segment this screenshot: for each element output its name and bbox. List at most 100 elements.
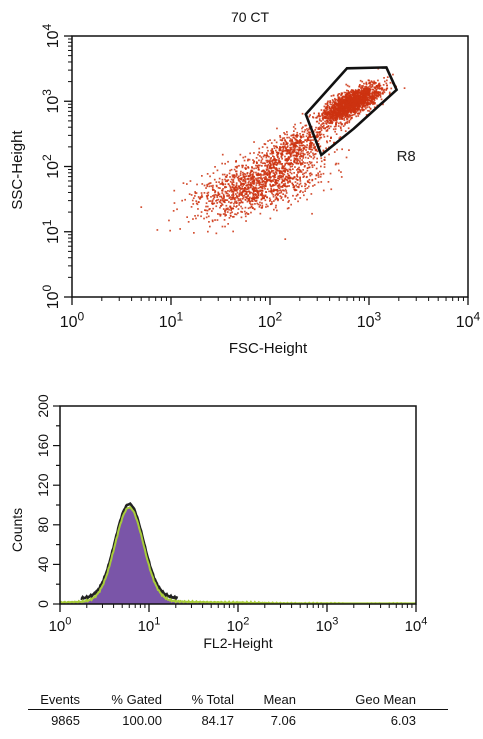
event-dot: [318, 118, 321, 120]
event-dot: [370, 102, 373, 104]
event-dot: [253, 208, 256, 211]
event-dot: [331, 116, 333, 119]
event-dot: [337, 114, 339, 116]
event-dot: [271, 169, 273, 172]
event-dot: [275, 196, 278, 199]
event-dot: [228, 201, 230, 203]
event-dot: [337, 102, 339, 105]
event-dot: [236, 187, 238, 189]
event-dot: [278, 161, 281, 164]
event-dot: [281, 167, 283, 170]
event-dot: [258, 151, 260, 154]
event-dot: [364, 101, 366, 104]
event-dot: [285, 140, 287, 143]
event-dot: [200, 211, 203, 213]
event-dot: [285, 142, 288, 144]
event-dot: [288, 180, 291, 183]
event-dot: [242, 196, 245, 199]
event-dot: [367, 103, 370, 105]
event-dot: [284, 133, 286, 136]
event-dot: [273, 166, 275, 168]
event-dot: [235, 182, 238, 184]
event-dot: [363, 100, 366, 103]
event-dot: [248, 175, 250, 177]
event-dot: [286, 136, 288, 139]
event-dot: [265, 178, 267, 180]
y-tick-label: 120: [35, 473, 51, 497]
event-dot: [340, 127, 342, 130]
event-dot: [356, 104, 359, 106]
event-dot: [204, 209, 206, 211]
event-dot: [235, 186, 237, 189]
event-dot: [251, 182, 253, 184]
event-dot: [247, 187, 250, 190]
event-dot: [229, 196, 231, 198]
event-dot: [197, 196, 200, 198]
event-dot: [208, 221, 210, 223]
event-dot: [348, 110, 351, 113]
event-dot: [312, 116, 314, 118]
event-dot: [258, 206, 261, 208]
event-dot: [219, 206, 221, 209]
event-dot: [273, 172, 276, 175]
event-dot: [371, 85, 373, 88]
event-dot: [377, 91, 380, 93]
event-dot: [301, 162, 304, 165]
event-dot: [280, 181, 283, 184]
event-dot: [296, 135, 298, 138]
event-dot: [226, 199, 229, 201]
event-dot: [290, 162, 293, 164]
event-dot: [261, 162, 264, 165]
event-dot: [311, 173, 313, 176]
event-dot: [222, 193, 225, 196]
value-mean: 7.06: [270, 713, 296, 728]
event-dot: [295, 144, 297, 147]
event-dot: [273, 157, 276, 160]
event-dot: [373, 80, 375, 83]
event-dot: [244, 215, 247, 218]
event-dot: [279, 146, 281, 148]
event-dot: [368, 110, 371, 112]
event-dot: [359, 97, 362, 100]
event-dot: [386, 84, 388, 87]
event-dot: [334, 112, 336, 114]
event-dot: [295, 178, 298, 180]
event-dot: [289, 181, 292, 183]
event-dot: [349, 90, 352, 93]
event-dot: [350, 95, 353, 98]
event-dot: [252, 171, 255, 174]
event-dot: [235, 170, 237, 173]
event-dot: [332, 104, 334, 107]
event-dot: [281, 180, 284, 182]
event-dot: [225, 191, 228, 193]
event-dot: [378, 94, 380, 96]
event-dot: [271, 161, 274, 164]
event-dot: [358, 101, 361, 104]
event-dot: [335, 162, 338, 165]
event-dot: [374, 97, 376, 99]
event-dot: [235, 213, 238, 216]
event-dot: [200, 196, 202, 198]
event-dot: [335, 122, 337, 124]
event-dot: [207, 194, 209, 196]
event-dot: [316, 131, 319, 133]
event-dot: [270, 181, 273, 183]
event-dot: [308, 115, 311, 118]
event-dot: [368, 94, 371, 97]
event-dot: [277, 186, 280, 189]
event-dot: [260, 174, 263, 176]
event-dot: [292, 143, 295, 146]
event-dot: [263, 197, 265, 200]
event-dot: [266, 164, 269, 167]
event-dot: [253, 179, 255, 182]
event-dot: [264, 182, 266, 185]
event-dot: [340, 129, 343, 132]
event-dot: [368, 100, 371, 102]
event-dot: [334, 130, 336, 133]
event-dot: [322, 189, 325, 192]
event-dot: [227, 179, 230, 181]
event-dot: [260, 170, 263, 173]
event-dot: [346, 120, 349, 123]
event-dot: [303, 194, 305, 197]
event-dot: [266, 180, 269, 182]
